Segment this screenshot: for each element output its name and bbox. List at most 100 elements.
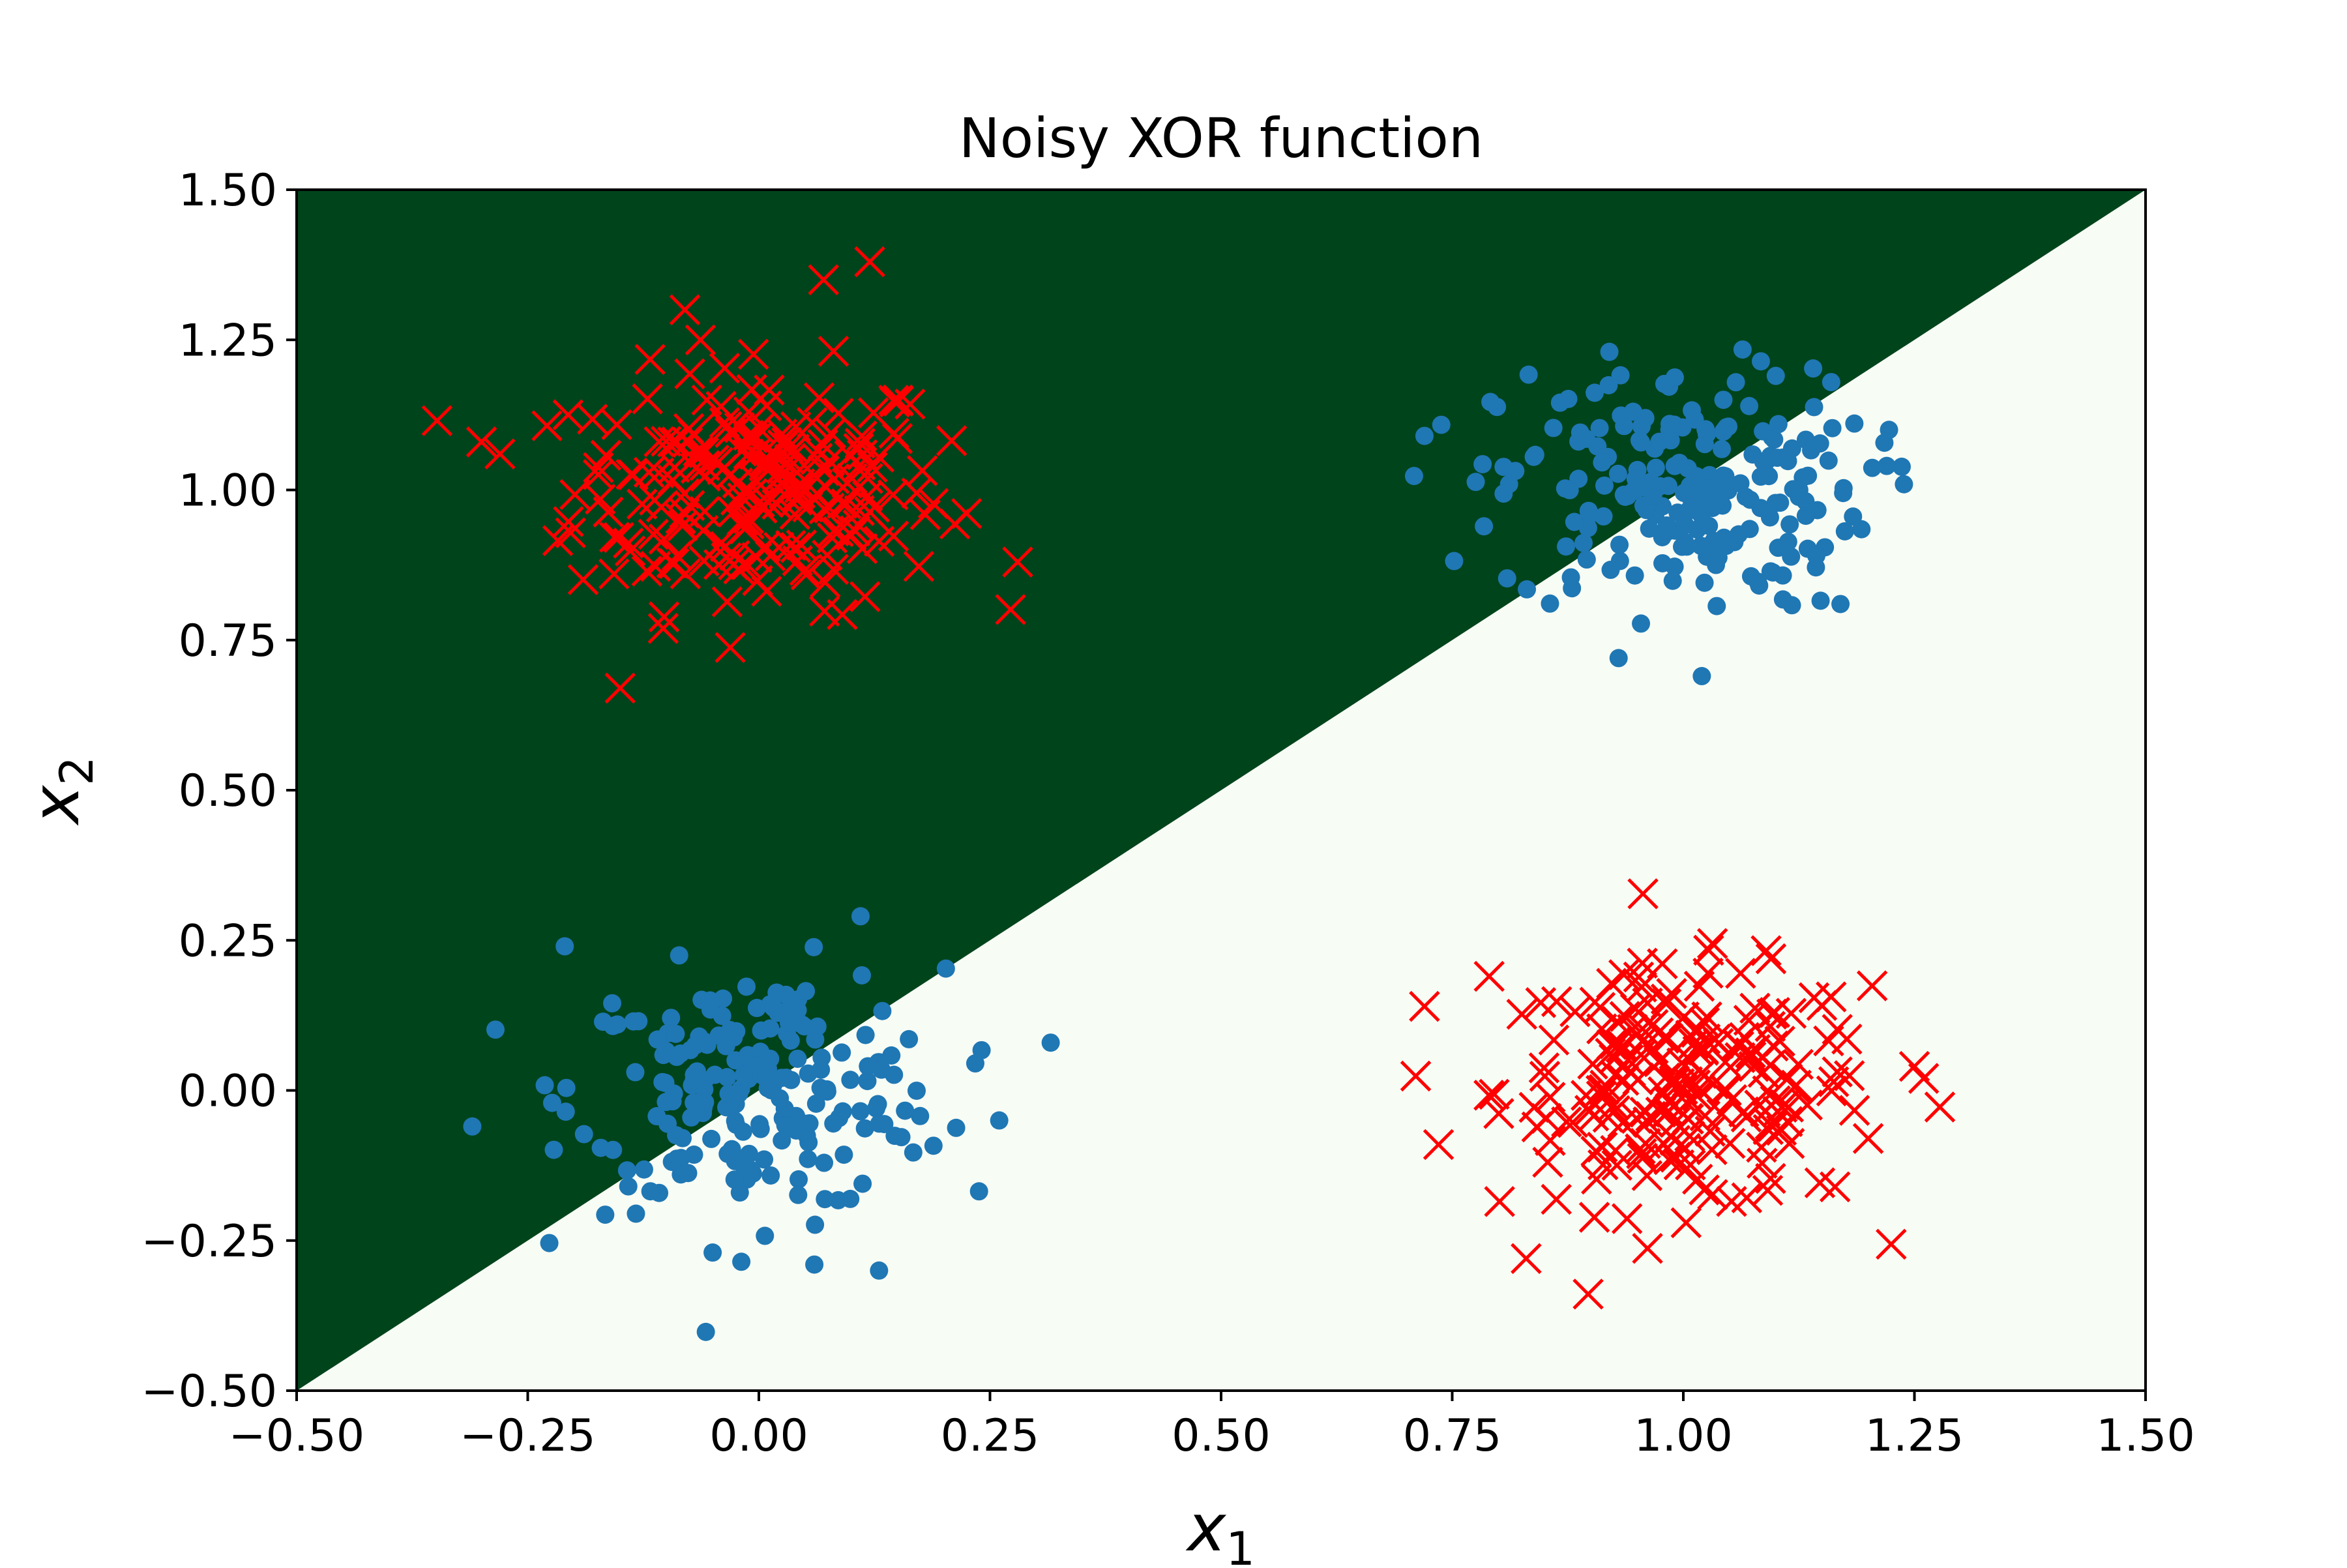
dot-marker	[1733, 340, 1752, 359]
dot-marker	[1618, 486, 1637, 505]
dot-marker	[1556, 479, 1574, 498]
dot-marker	[557, 1078, 576, 1097]
cross-marker	[842, 509, 874, 540]
dot-marker	[702, 1129, 721, 1148]
cross-marker	[863, 441, 895, 473]
cross-marker	[735, 426, 767, 458]
dot-marker	[1415, 426, 1434, 445]
cross-marker	[1692, 957, 1724, 989]
cross-marker	[1771, 1063, 1803, 1095]
dot-marker	[1804, 359, 1823, 378]
dot-marker	[788, 1001, 807, 1020]
cross-marker	[1804, 1167, 1836, 1198]
cross-marker	[1688, 1035, 1719, 1066]
dot-marker	[1646, 458, 1665, 477]
cross-marker	[849, 581, 881, 612]
cross-marker	[1752, 1174, 1784, 1206]
cross-marker	[1529, 1060, 1561, 1092]
dot-marker	[1831, 595, 1850, 614]
dot-marker	[789, 1185, 808, 1204]
dot-marker	[739, 1144, 758, 1163]
cross-marker	[1483, 1098, 1514, 1129]
dot-marker	[1041, 1033, 1060, 1052]
dot-marker	[1766, 494, 1785, 512]
dot-marker	[1594, 507, 1613, 526]
dot-marker	[1707, 490, 1726, 509]
cross-marker	[1479, 1078, 1510, 1110]
cross-marker	[808, 264, 840, 295]
dot-marker	[806, 1030, 825, 1049]
cross-marker	[1755, 943, 1787, 975]
dot-marker	[463, 1117, 482, 1136]
dot-marker	[829, 1191, 848, 1209]
dot-marker	[1811, 591, 1830, 610]
cross-marker	[531, 410, 563, 441]
cross-marker	[780, 531, 812, 563]
cross-marker	[1678, 1028, 1709, 1059]
dot-marker	[824, 1114, 843, 1133]
dot-marker	[1519, 365, 1538, 384]
cross-marker	[1725, 958, 1756, 989]
cross-marker	[1670, 1207, 1702, 1239]
dot-marker	[1852, 520, 1871, 539]
dot-marker	[1769, 415, 1788, 434]
cross-marker	[751, 576, 782, 607]
dot-marker	[1683, 401, 1702, 420]
dot-marker	[662, 1009, 681, 1028]
dot-marker	[555, 937, 574, 956]
cross-marker	[669, 294, 701, 325]
dot-marker	[1494, 458, 1513, 477]
x-axis-label-subscript: 1	[1226, 1522, 1255, 1565]
dot-marker	[1895, 475, 1913, 494]
cross-marker	[1856, 970, 1888, 1001]
cross-marker	[1511, 1243, 1542, 1275]
dot-marker	[853, 1174, 872, 1193]
dot-marker	[1494, 484, 1513, 503]
dot-marker	[603, 994, 622, 1013]
cross-marker	[657, 426, 688, 458]
cross-marker	[1746, 1131, 1777, 1163]
dot-marker	[805, 1255, 824, 1274]
dot-marker	[1695, 573, 1714, 592]
dot-marker	[1892, 457, 1911, 476]
dot-marker	[1574, 533, 1593, 552]
cross-marker	[648, 524, 680, 555]
cross-marker	[1532, 1146, 1563, 1178]
dot-marker	[875, 1115, 894, 1134]
dot-marker	[1609, 649, 1628, 668]
cross-marker	[1559, 996, 1591, 1028]
cross-marker	[766, 418, 798, 450]
cross-marker	[674, 358, 705, 390]
cross-marker	[878, 417, 910, 449]
dot-marker	[1751, 467, 1770, 486]
dot-marker	[1877, 456, 1896, 475]
dot-marker	[1782, 547, 1801, 566]
data-points	[421, 246, 1956, 1341]
cross-marker	[1599, 1028, 1631, 1059]
cross-marker	[1627, 1142, 1659, 1174]
decision-regions	[297, 190, 2146, 1391]
dot-marker	[1653, 527, 1672, 546]
dot-marker	[1682, 490, 1701, 509]
dot-marker	[966, 1054, 984, 1073]
dot-marker	[806, 1215, 825, 1234]
dot-marker	[1719, 417, 1738, 436]
dot-marker	[657, 1042, 676, 1061]
x-axis-label: x1	[1185, 1490, 1255, 1565]
dot-marker	[1750, 576, 1769, 595]
dot-marker	[624, 1012, 643, 1031]
x-axis-label-main: x	[1185, 1490, 1227, 1565]
dot-marker	[756, 1226, 775, 1245]
cross-marker	[1557, 1106, 1589, 1138]
dot-marker	[885, 1065, 904, 1084]
cross-marker	[1400, 1060, 1432, 1092]
cross-marker	[559, 479, 591, 510]
dot-marker	[1637, 501, 1656, 520]
cross-marker	[1632, 1233, 1663, 1264]
cross-marker	[907, 455, 938, 486]
dot-marker	[1590, 419, 1609, 437]
dot-marker	[596, 1206, 615, 1224]
dot-marker	[1577, 430, 1596, 449]
cross-marker	[724, 411, 756, 443]
dot-marker	[761, 1081, 780, 1100]
